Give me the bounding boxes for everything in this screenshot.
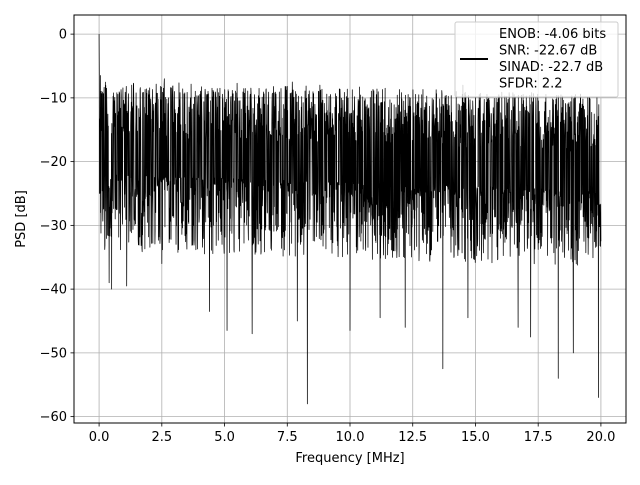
x-tick-label: 12.5: [398, 430, 427, 445]
legend-box: [454, 21, 619, 98]
x-tick-label: 5.0: [214, 430, 235, 445]
legend-enob-text: ENOB: -4.06 bits: [499, 27, 606, 42]
x-tick-label: 10.0: [336, 430, 365, 445]
y-tick-label: −10: [40, 91, 67, 106]
x-tick-label: 7.5: [277, 430, 298, 445]
y-tick-label: −20: [40, 155, 67, 170]
psd-series-line: [98, 34, 602, 405]
legend: ENOB: -4.06 bits SNR: -22.67 dB SINAD: -…: [454, 21, 619, 98]
x-tick-label: 17.5: [524, 430, 553, 445]
x-tick-label: 2.5: [151, 430, 172, 445]
legend-snr-text: SNR: -22.67 dB: [499, 44, 597, 59]
legend-sinad-text: SINAD: -22.7 dB: [499, 60, 603, 75]
plot-area: [98, 34, 602, 405]
y-tick-label: 0: [59, 28, 67, 43]
y-tick-label: −60: [40, 410, 67, 425]
legend-sfdr-text: SFDR: 2.2: [499, 77, 563, 92]
x-tick-label: 0.0: [89, 430, 110, 445]
y-tick-label: −40: [40, 283, 67, 298]
x-tick-label: 20.0: [586, 430, 615, 445]
x-tick-label: 15.0: [461, 430, 490, 445]
y-tick-label: −50: [40, 346, 67, 361]
ticks: 0.0 2.5 5.0 7.5 10.0 12.5 15.0 17.5 20.0 0 −10 −20 −…: [40, 28, 616, 445]
y-axis-label: PSD [dB]: [14, 190, 29, 248]
x-axis-label: Frequency [MHz]: [295, 451, 404, 466]
y-tick-label: −30: [40, 219, 67, 234]
